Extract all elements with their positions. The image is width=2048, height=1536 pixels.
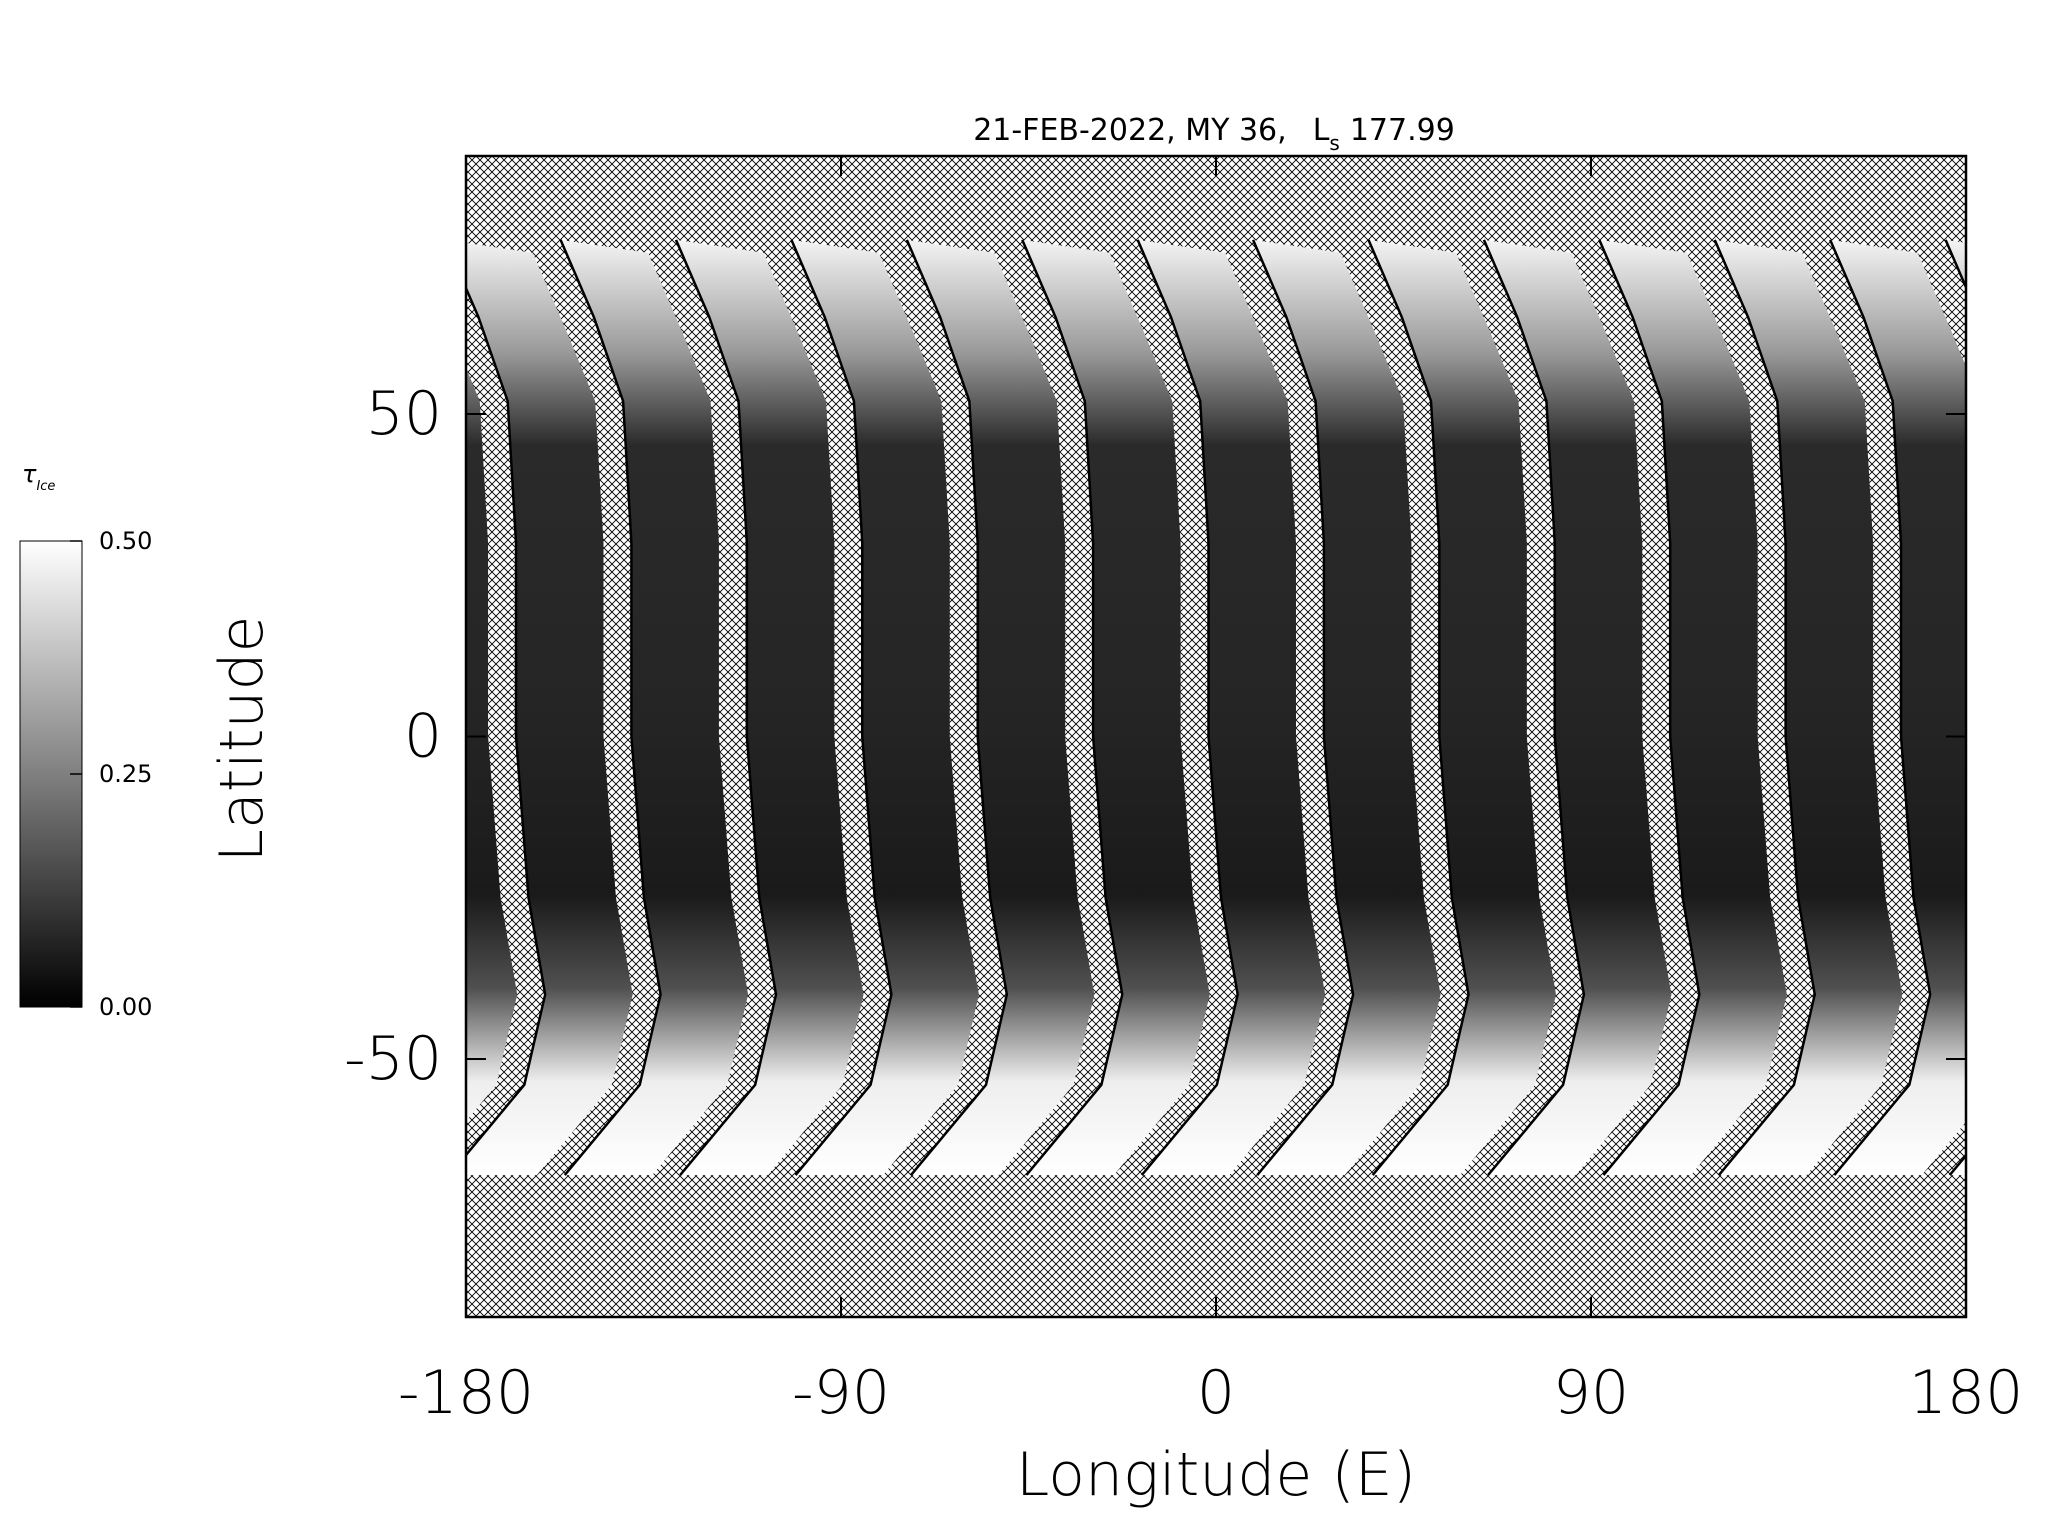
- colorbar-label: τIce: [22, 460, 55, 494]
- swath: [1483, 239, 1672, 1176]
- y-tick-label: 0: [404, 702, 442, 772]
- swath: [1714, 239, 1903, 1176]
- chart-title: 21-FEB-2022, MY 36, Ls 177.99: [973, 113, 1455, 155]
- colorbar-tick-label: 0.50: [99, 527, 152, 555]
- swath-edge: [790, 239, 893, 1176]
- swath: [1137, 239, 1326, 1176]
- swath: [791, 239, 979, 1176]
- swath-edge: [1136, 239, 1239, 1176]
- swath: [676, 239, 864, 1176]
- swath-edge: [1251, 239, 1355, 1176]
- swaths: [466, 239, 1966, 1176]
- swath: [1830, 239, 1966, 1176]
- swath-edge: [1598, 239, 1701, 1176]
- ls-value: 177.99: [1350, 113, 1455, 148]
- swath-edge: [674, 239, 778, 1176]
- ls-subscript: s: [1329, 131, 1339, 155]
- y-tick-label: 50: [366, 379, 442, 449]
- x-tick-label: 90: [1553, 1358, 1629, 1428]
- ls-label: L: [1313, 113, 1330, 148]
- colorbar-tick-label: 0.25: [99, 760, 152, 788]
- swath-edge: [1021, 239, 1124, 1176]
- swath-edge: [559, 239, 662, 1176]
- x-tick-label: 0: [1197, 1358, 1235, 1428]
- x-tick-label: -180: [398, 1358, 534, 1428]
- x-tick-label: 180: [1909, 1358, 2024, 1428]
- swath: [466, 367, 518, 1122]
- swath-edge: [1713, 239, 1817, 1176]
- swath: [560, 239, 749, 1176]
- swath-edge: [466, 285, 547, 1157]
- swath: [1253, 239, 1441, 1176]
- swath-edge: [1829, 239, 1932, 1176]
- y-axis-label: Latitude: [207, 616, 277, 863]
- swath-edge: [1482, 239, 1586, 1176]
- colorbar-tick-label: 0.00: [99, 993, 152, 1021]
- colorbar-label-subscript: Ice: [36, 479, 55, 494]
- colorbar-label-symbol: τ: [22, 460, 37, 488]
- swath: [1368, 239, 1556, 1176]
- x-axis-label: Longitude (E): [1016, 1440, 1416, 1510]
- swath: [1022, 239, 1210, 1176]
- swath-edge: [1367, 239, 1470, 1176]
- x-tick-label: -90: [792, 1358, 890, 1428]
- title-text: 21-FEB-2022, MY 36,: [973, 113, 1287, 148]
- swath: [466, 242, 633, 1176]
- y-tick-label: -50: [344, 1024, 442, 1094]
- swath: [906, 239, 1095, 1176]
- swath-edge: [905, 239, 1009, 1176]
- swath: [1599, 239, 1787, 1176]
